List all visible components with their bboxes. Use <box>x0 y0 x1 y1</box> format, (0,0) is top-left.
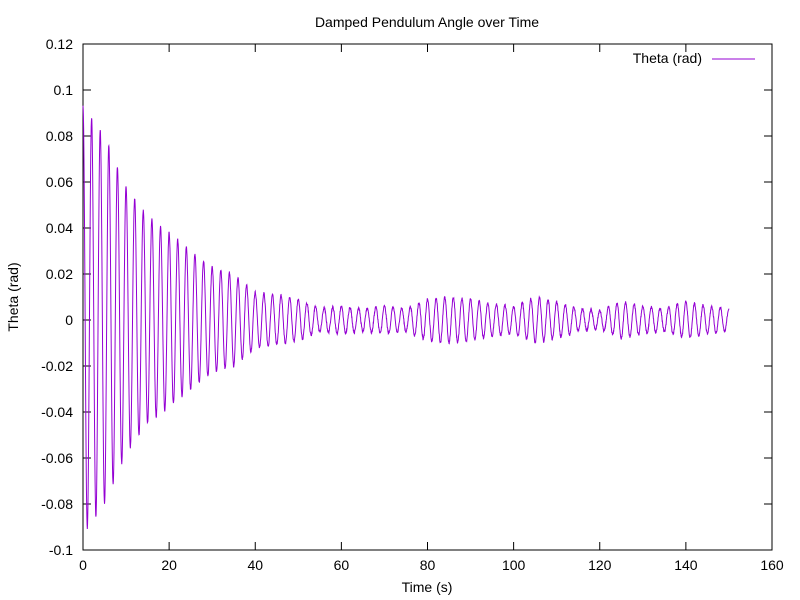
y-tick-label: 0 <box>65 312 73 328</box>
y-tick-label: 0.12 <box>46 36 73 52</box>
plot-border <box>82 43 773 551</box>
x-tick-label: 100 <box>502 557 526 573</box>
y-tick-label: -0.06 <box>41 450 73 466</box>
y-tick-label: 0.08 <box>46 128 73 144</box>
y-axis-label: Theta (rad) <box>5 262 21 331</box>
plot-frame <box>82 43 773 551</box>
x-tick-label: 80 <box>420 557 436 573</box>
y-tick-label: 0.06 <box>46 174 73 190</box>
x-tick-label: 140 <box>674 557 698 573</box>
chart-title: Damped Pendulum Angle over Time <box>315 14 539 30</box>
y-tick-label: -0.08 <box>41 496 73 512</box>
series-line-theta <box>82 105 730 530</box>
x-tick-label: 160 <box>760 557 784 573</box>
x-tick-label: 40 <box>247 557 263 573</box>
legend: Theta (rad) <box>633 50 755 66</box>
y-tick-label: 0.1 <box>54 82 74 98</box>
y-tick-label: 0.02 <box>46 266 73 282</box>
x-tick-label: 20 <box>161 557 177 573</box>
legend-label-theta: Theta (rad) <box>633 50 702 66</box>
y-tick-label: -0.02 <box>41 358 73 374</box>
x-axis-label: Time (s) <box>402 579 453 595</box>
x-tick-label: 60 <box>334 557 350 573</box>
x-axis: 0 20 40 60 80 100 120 140 160 <box>79 44 784 573</box>
y-tick-label: 0.04 <box>46 220 73 236</box>
y-tick-label: -0.1 <box>49 542 73 558</box>
x-tick-label: 0 <box>79 557 87 573</box>
series-layer <box>82 105 730 530</box>
x-tick-label: 120 <box>588 557 612 573</box>
y-tick-label: -0.04 <box>41 404 73 420</box>
y-axis: -0.1 -0.08 -0.06 -0.04 -0.02 0 0.02 0.04 0.06 0.0… <box>41 36 772 558</box>
